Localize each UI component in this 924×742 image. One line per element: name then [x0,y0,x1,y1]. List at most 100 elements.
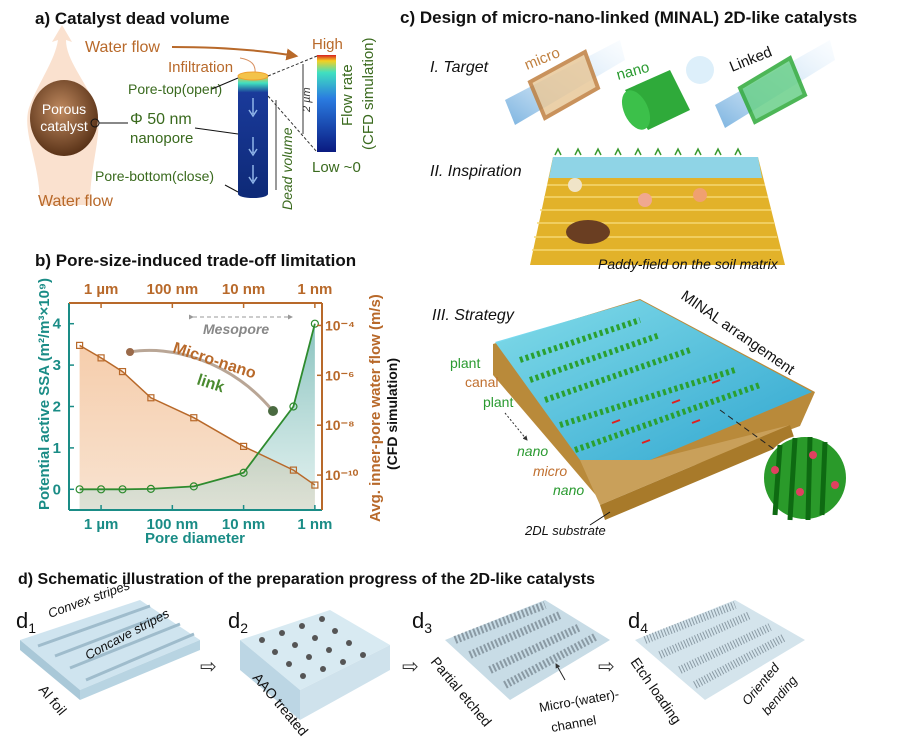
flow-point [118,367,127,376]
pore-bottom-leader [224,184,239,193]
linked-tube-icon [715,40,835,128]
top-tick-label: 100 nm [146,281,198,298]
micro-tube-icon [505,40,625,125]
bottom-tick-label: 10 nm [222,516,265,533]
ssa-point [118,485,127,494]
farmer-icon [568,178,582,192]
step-d4-illustration [635,600,805,700]
bottom-tick-label: 1 nm [297,516,332,533]
diameter-label: Φ 50 nm [130,111,192,128]
step-d2-illustration [240,610,390,720]
pore-bottom-label: Pore-bottom(close) [95,168,214,184]
panel-a: a) Catalyst dead volume Porous catalyst … [27,9,377,210]
flow-point [190,414,198,422]
top-tick-label: 10 nm [222,281,265,298]
left-tick-label: 1 [53,440,61,457]
micro-nano-link-arrow [129,348,274,411]
farmer-icon [693,188,707,202]
farmer-icon [638,193,652,207]
link-start-dot [126,348,134,356]
zoom-line-top [267,55,318,77]
water-flow-top-label: Water flow [85,39,160,56]
step-arrow-icon: ⇨ [402,656,419,678]
infiltration-label: Infiltration [168,59,233,76]
pore-top-leader [211,77,239,90]
flow-point [76,341,84,349]
step-d1-id: d1 [16,608,36,636]
step-d3-illustration [445,600,610,700]
left-tick-label: 0 [53,481,61,498]
left-tick-label: 4 [53,316,62,333]
panel-b: b) Pore-size-induced trade-off limitatio… [35,251,400,547]
buffalo-icon [566,220,610,244]
panel-a-title: a) Catalyst dead volume [35,9,230,28]
panel-b-title: b) Pore-size-induced trade-off limitatio… [35,251,356,270]
water-flow-bottom-label: Water flow [38,193,113,210]
ssa-point [310,319,319,328]
right-tick-label: 10⁻⁸ [325,417,355,433]
right-tick-label: 10⁻⁶ [325,367,354,383]
right-tick-label: 10⁻¹⁰ [325,467,359,483]
step-arrow-icon: ⇨ [200,656,217,678]
strategy-label-canal: canal [465,374,498,390]
channel-label-1: Micro-(water)- [538,686,620,715]
step-d3-id: d3 [412,608,432,636]
top-tick-label: 1 nm [297,281,332,298]
target-label: I. Target [430,59,489,76]
minal-strategy-illustration [493,299,848,521]
colorbar-title: Flow rate [339,64,356,126]
step-d1-illustration [20,600,200,700]
porous-label: Porous [42,101,86,117]
length-label: 2 µm [301,87,313,113]
ssa-point [75,485,84,494]
flow-point [289,466,298,474]
link-label: link [195,372,227,397]
left-tick-label: 2 [53,399,61,416]
paddy-field-illustration [530,147,785,265]
panel-d: d) Schematic illustration of the prepara… [16,571,805,739]
substrate-leader [589,511,611,526]
colorbar-subtitle: (CFD simulation) [360,37,377,150]
link-end-dot [268,406,278,416]
ssa-point [146,484,155,493]
step-d2-id: d2 [228,608,248,636]
bottom-tick-label: 1 µm [84,516,119,533]
nano-tube-icon [621,56,714,130]
pore-top-label: Pore-top(open) [128,81,222,97]
right-tick-label: 10⁻⁴ [325,317,355,333]
step-d4-id: d4 [628,608,648,636]
water-flow-arrow [171,46,299,61]
panel-c: c) Design of micro-nano-linked (MINAL) 2… [400,8,857,538]
paddy-caption: Paddy-field on the soil matrix [598,256,779,272]
strategy-label-micro: micro [533,463,567,479]
strategy-label-nano-1: nano [517,443,548,459]
flow-point [97,354,105,362]
flow-point [240,442,248,451]
nanopore-leader [194,127,239,135]
right-axis-subtitle: (CFD simulation) [384,358,400,470]
pore-size-chart: 0 1 2 3 4 10⁻⁴ 10⁻⁶ 10⁻⁸ 10⁻¹⁰ 1 µm 1 µm 100 nm 100 … [53,281,359,533]
ssa-point [189,482,198,491]
porous-catalyst-icon [30,80,98,156]
ssa-point [96,485,106,494]
strategy-mapping-arrow [504,412,528,441]
channel-label-2: channel [550,712,598,735]
flow-rate-colorbar [317,55,336,152]
colorbar-high-label: High [312,36,343,53]
mesopore-label: Mesopore [203,321,269,337]
nanopore-cylinder [237,71,269,198]
flow-point [311,481,319,489]
top-tick-label: 1 µm [84,281,119,298]
right-axis-title: Avg. inner-pore water flow (m/s) [367,294,384,522]
strategy-label-plant-1: plant [450,355,480,371]
left-axis-title: Potential active SSA (m²/m³×10⁹) [36,278,53,510]
strategy-label-plant-2: plant [483,394,513,410]
nanopore-label: nanopore [130,130,193,147]
bottom-tick-label: 100 nm [146,516,198,533]
ssa-point [239,468,248,477]
ssa-area [79,323,315,510]
strategy-label: III. Strategy [432,307,515,324]
ssa-point [289,402,298,411]
catalyst-label: catalyst [40,118,88,134]
